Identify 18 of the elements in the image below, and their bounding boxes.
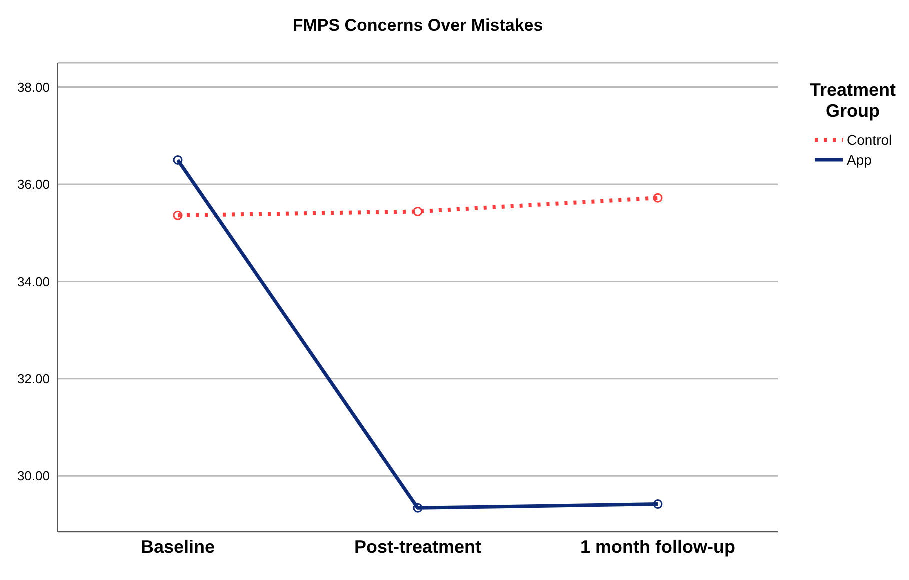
point [413, 206, 423, 216]
x-tick-label: Baseline [140, 536, 216, 557]
point [173, 155, 183, 165]
point [653, 193, 663, 203]
y-tick-label: 36.00 [17, 177, 50, 192]
y-tick-label: 32.00 [17, 372, 50, 387]
chart-title: FMPS Concerns Over Mistakes [292, 16, 544, 36]
y-tick-label: 34.00 [17, 274, 50, 290]
point [653, 500, 663, 510]
point [413, 503, 423, 513]
legend-label: Control [847, 132, 892, 148]
y-tick-label: 30.00 [17, 468, 50, 484]
y-tick-label: 38.00 [17, 80, 50, 95]
point [173, 210, 183, 220]
legend-label: App [847, 152, 872, 168]
x-tick-label: Post-treatment [354, 536, 482, 557]
x-tick-label: 1 month follow-up [580, 536, 736, 557]
legend-title: Treatment Group [808, 80, 898, 122]
